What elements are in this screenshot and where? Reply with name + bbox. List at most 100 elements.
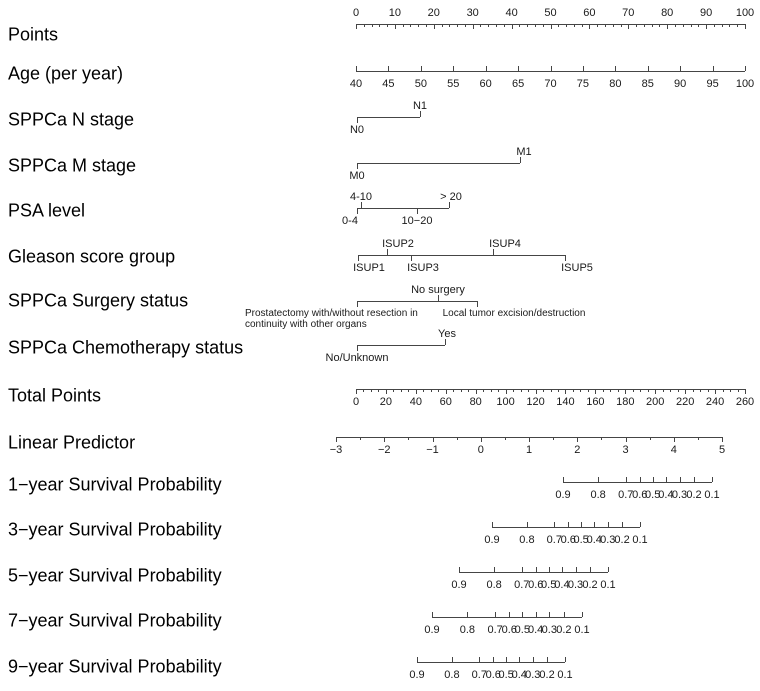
axis-tick-label-survival-7yr: 0.2: [556, 624, 572, 636]
axis-tick-label-survival-1yr: 0.9: [555, 489, 571, 501]
axis-tick-survival-3yr: [640, 522, 641, 527]
axis-tick-survival-7yr: [563, 612, 565, 617]
axis-tick-survival-3yr: [622, 522, 624, 527]
axis-tick-label-survival-7yr: 0.3: [541, 624, 557, 636]
axis-tick-label-points: 10: [388, 7, 402, 19]
axis-tick-age: [680, 66, 682, 71]
axis-tick-label-age: 85: [641, 78, 654, 90]
axis-tick-linear-predictor: [673, 437, 675, 442]
axis-minor-tick-total-points: [730, 389, 732, 392]
axis-minor-tick-linear-predictor: [649, 437, 651, 440]
axis-tick-survival-1yr: [693, 477, 695, 482]
axis-tick-label-survival-7yr: 0.7: [487, 624, 503, 636]
axis-tick-psa: [361, 202, 362, 208]
axis-tick-label-age: 95: [706, 78, 719, 90]
axis-tick-label-chemotherapy: Yes: [438, 328, 456, 340]
axis-tick-points: [433, 24, 435, 29]
axis-tick-points: [745, 24, 746, 29]
axis-minor-tick-points: [651, 24, 653, 27]
axis-minor-tick-points: [449, 24, 451, 27]
axis-minor-tick-total-points: [677, 389, 679, 392]
axis-tick-survival-7yr: [535, 612, 537, 617]
axis-tick-label-survival-5yr: 0.6: [528, 579, 544, 591]
axis-tick-total-points: [535, 389, 537, 394]
axis-tick-label-survival-3yr: 0.8: [519, 534, 535, 546]
axis-minor-tick-points: [488, 24, 490, 27]
axis-minor-tick-total-points: [378, 389, 380, 392]
axis-tick-label-survival-1yr: 0.6: [632, 489, 648, 501]
axis-tick-label-survival-3yr: 0.7: [546, 534, 562, 546]
axis-tick-survival-5yr: [494, 567, 496, 572]
axis-tick-label-survival-5yr: 0.8: [486, 579, 502, 591]
axis-tick-survival-7yr: [509, 612, 511, 617]
axis-tick-label-survival-7yr: 0.8: [459, 624, 476, 636]
axis-tick-psa: [449, 202, 450, 208]
axis-tick-label-surgery: Prostatectomy with/without resection in …: [245, 308, 418, 330]
row-label-survival-9yr: 9−year Survival Probability: [8, 656, 222, 677]
axis-tick-label-points: 80: [661, 7, 674, 19]
axis-tick-label-total-points: 80: [469, 396, 482, 408]
axis-minor-tick-total-points: [483, 389, 485, 392]
axis-tick-label-survival-1yr: 0.2: [686, 489, 702, 501]
axis-tick-label-points: 60: [583, 7, 596, 19]
axis-tick-total-points: [475, 389, 477, 394]
axis-line-m-stage: [357, 163, 520, 164]
axis-tick-linear-predictor: [722, 437, 723, 442]
axis-minor-tick-points: [737, 24, 739, 27]
axis-minor-tick-points: [496, 24, 498, 27]
axis-tick-points: [511, 24, 513, 29]
axis-minor-tick-points: [371, 24, 373, 27]
axis-minor-tick-points: [402, 24, 404, 27]
axis-minor-tick-points: [480, 24, 482, 27]
axis-minor-tick-points: [636, 24, 638, 27]
axis-tick-total-points: [655, 389, 657, 394]
axis-tick-label-psa: 4-10: [349, 191, 373, 203]
row-label-linear-predictor: Linear Predictor: [8, 432, 136, 453]
axis-tick-survival-5yr: [521, 567, 523, 572]
axis-tick-points: [356, 24, 357, 29]
axis-tick-survival-5yr: [561, 567, 563, 572]
axis-tick-age: [420, 66, 422, 71]
axis-minor-tick-points: [713, 24, 715, 27]
axis-tick-label-surgery: Local tumor excision/destruction: [442, 308, 586, 319]
axis-tick-label-chemotherapy: No/Unknown: [325, 352, 389, 364]
axis-tick-label-total-points: 260: [735, 396, 755, 408]
axis-tick-label-survival-3yr: 0.3: [600, 534, 616, 546]
axis-tick-label-survival-5yr: 0.1: [600, 579, 616, 591]
axis-tick-survival-1yr: [625, 477, 627, 482]
axis-tick-survival-7yr: [582, 612, 583, 617]
axis-minor-tick-points: [534, 24, 536, 27]
axis-tick-label-psa: 0-4: [342, 215, 358, 227]
axis-tick-gleason: [493, 249, 494, 255]
axis-tick-label-survival-3yr: 0.5: [573, 534, 589, 546]
axis-tick-label-survival-9yr: 0.5: [498, 669, 514, 681]
axis-tick-label-gleason: ISUP1: [353, 262, 385, 274]
axis-minor-tick-total-points: [557, 389, 559, 392]
axis-minor-tick-total-points: [692, 389, 694, 392]
axis-minor-tick-points: [682, 24, 684, 27]
axis-tick-age: [647, 66, 649, 71]
axis-tick-survival-1yr: [652, 477, 654, 482]
axis-minor-tick-total-points: [572, 389, 574, 392]
axis-tick-points: [667, 24, 669, 29]
axis-tick-psa: [357, 208, 358, 214]
axis-minor-tick-total-points: [670, 389, 672, 392]
axis-tick-survival-1yr: [639, 477, 641, 482]
axis-minor-tick-total-points: [468, 389, 470, 392]
axis-tick-label-psa: 10−20: [401, 215, 433, 227]
axis-tick-label-age: 65: [511, 78, 525, 90]
axis-tick-linear-predictor: [384, 437, 386, 442]
row-label-m-stage: SPPCa M stage: [8, 155, 137, 176]
axis-minor-tick-total-points: [490, 389, 492, 392]
axis-tick-n-stage: [357, 117, 358, 123]
axis-tick-linear-predictor: [432, 437, 434, 442]
axis-tick-total-points: [385, 389, 387, 394]
axis-minor-tick-linear-predictor: [697, 437, 699, 440]
row-label-n-stage: SPPCa N stage: [8, 109, 135, 130]
axis-tick-survival-5yr: [589, 567, 591, 572]
axis-tick-linear-predictor: [529, 437, 530, 442]
axis-minor-tick-points: [558, 24, 560, 27]
axis-tick-label-survival-3yr: 0.9: [484, 534, 500, 546]
axis-minor-tick-points: [418, 24, 420, 27]
